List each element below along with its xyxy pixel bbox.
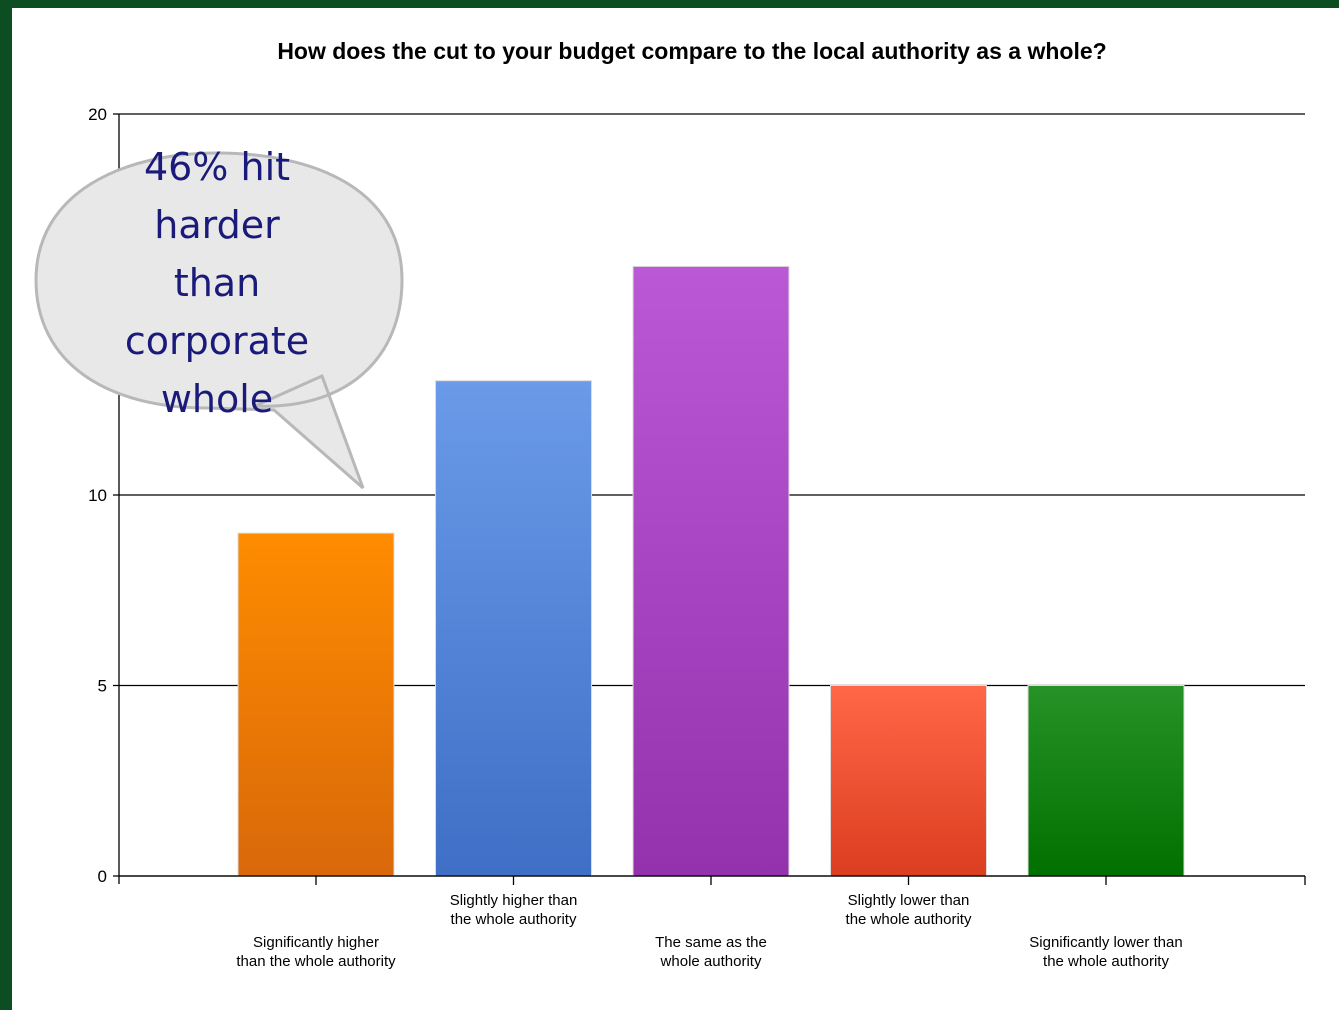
- category-label: Slightly lower than: [848, 892, 970, 909]
- callout-line: corporate: [124, 319, 310, 363]
- category-label: the whole authority: [1043, 953, 1169, 970]
- callout-line: whole: [160, 377, 274, 421]
- y-tick-label: 10: [88, 486, 107, 505]
- category-label: Significantly lower than: [1029, 934, 1182, 951]
- bar-chart: 0 5 10 20 Significantly higher than the whole…: [34, 105, 1306, 970]
- callout-line: harder: [154, 203, 280, 247]
- y-tick-label: 20: [88, 105, 107, 124]
- bar: [1027, 685, 1185, 877]
- category-label: whole authority: [660, 953, 762, 970]
- chart-title: How does the cut to your budget compare …: [277, 38, 1107, 64]
- callout-text: 46% hit harder than corporate whole: [87, 138, 347, 428]
- category-label: The same as the: [655, 934, 767, 951]
- bar: [830, 685, 987, 877]
- chart-panel: How does the cut to your budget compare …: [12, 8, 1339, 1010]
- speech-bubble-shape: [34, 151, 404, 490]
- category-label: the whole authority: [846, 911, 972, 928]
- callout-line: than: [173, 261, 261, 305]
- category-label: Significantly higher: [253, 934, 379, 951]
- bar: [632, 265, 790, 877]
- y-tick-label: 0: [98, 867, 107, 886]
- callout-line: 46% hit: [143, 145, 291, 189]
- category-label: Slightly higher than: [450, 892, 578, 909]
- category-label: than the whole authority: [236, 953, 396, 970]
- bar: [435, 380, 592, 877]
- bar: [237, 532, 395, 877]
- category-label: the whole authority: [451, 911, 577, 928]
- y-tick-label: 5: [98, 677, 107, 696]
